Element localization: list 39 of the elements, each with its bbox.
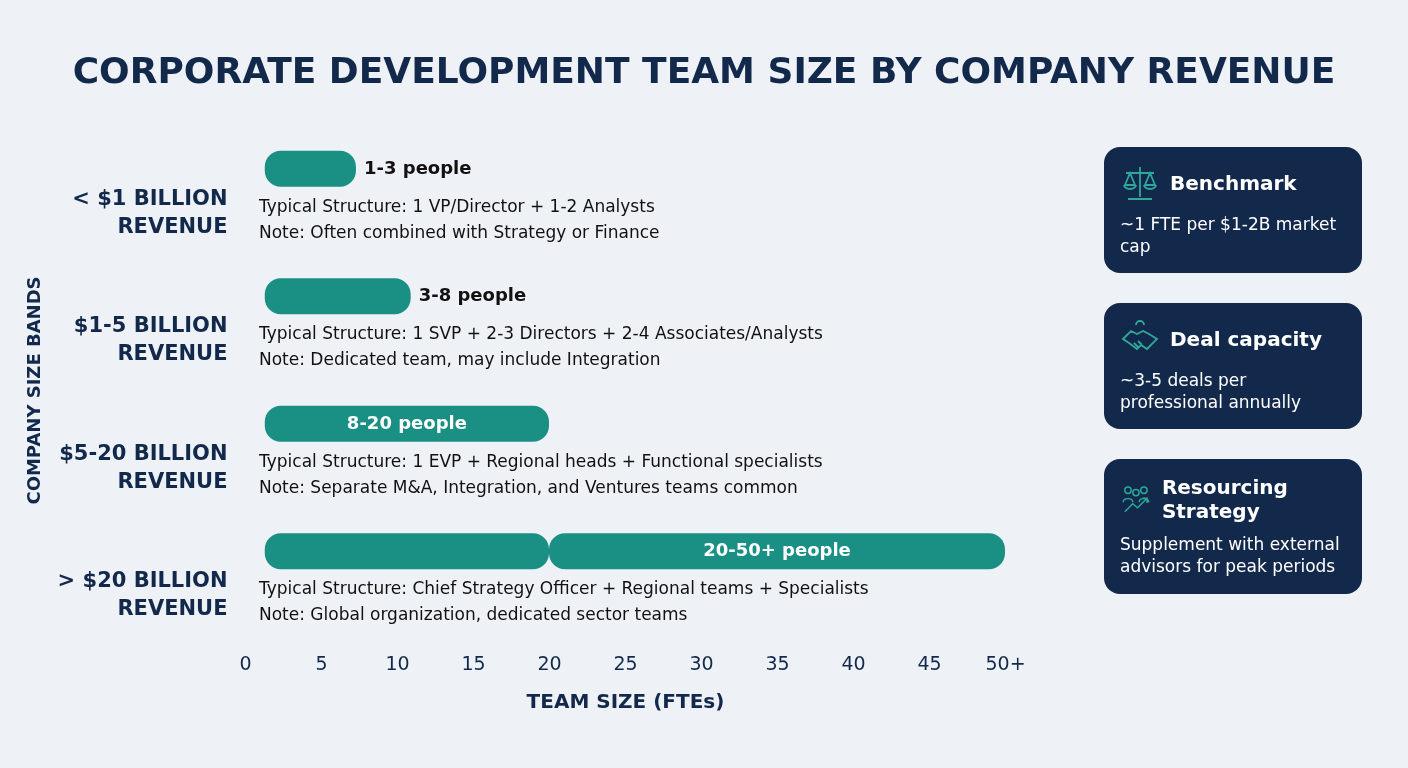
text: Deal capacity [1170,327,1322,352]
y-tick-label: > $20 BILLION REVENUE [57,568,228,621]
x-tick-label: 45 [917,651,942,674]
data-label: 20-50+ people [703,539,851,561]
bar [264,405,549,442]
x-tick-label: 20 [537,651,562,674]
annotation: Typical Structure: Chief Strategy Officer + Regional teams + Specialists [258,578,869,599]
data-label: 8-20 people [346,411,467,433]
x-axis-title: TEAM SIZE (FTEs) [526,688,725,713]
text: Resourcing Strategy [1161,475,1289,524]
text: ~3-5 deals per professional annually [1120,369,1303,414]
annotation: Typical Structure: 1 SVP + 2-3 Directors + 2-4 Associates/Analysts [258,323,823,344]
chart-title: CORPORATE DEVELOPMENT TEAM SIZE BY COMPANY REVENUE [71,50,1337,91]
text: ~1 FTE per $1-2B market cap [1120,213,1338,258]
annotation: Note: Global organization, dedicated sector teams [259,604,688,625]
y-tick-label: $5-20 BILLION REVENUE [59,440,228,493]
y-tick-label: $1-5 BILLION REVENUE [73,313,228,366]
x-tick-label: 0 [239,651,252,674]
annotation: Typical Structure: 1 VP/Director + 1-2 Analysts [258,195,655,216]
x-tick-label: 50+ [985,651,1026,674]
x-tick-label: 35 [765,651,790,674]
x-tick-label: 10 [385,651,410,674]
annotation: Note: Often combined with Strategy or Finance [259,221,660,242]
bar [264,278,411,315]
bar [264,150,356,187]
y-tick-label: < $1 BILLION REVENUE [72,185,228,238]
text: Supplement with external advisors for peak periods [1120,533,1341,578]
annotation: Note: Dedicated team, may include Integration [259,349,661,370]
data-label: 3-8 people [418,284,527,306]
data-label: 1-3 people [363,156,472,178]
x-tick-label: 30 [689,651,714,674]
x-tick-label: 25 [613,651,638,674]
text: Benchmark [1170,171,1297,195]
x-tick-label: 15 [461,651,486,674]
x-tick-label: 40 [841,651,866,674]
x-tick-label: 5 [315,651,328,674]
annotation: Typical Structure: 1 EVP + Regional heads + Functional specialists [258,450,823,471]
y-axis-title: COMPANY SIZE BANDS [22,276,44,505]
annotation: Note: Separate M&A, Integration, and Ventures teams common [259,476,798,497]
